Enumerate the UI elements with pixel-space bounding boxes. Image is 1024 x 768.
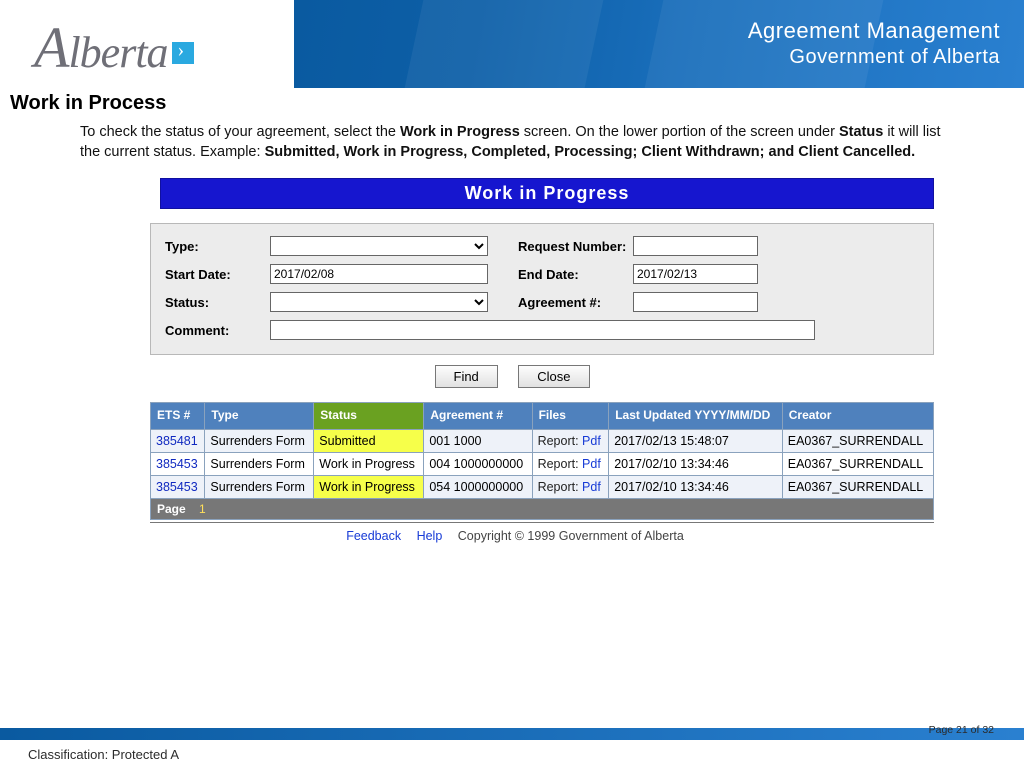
cell-ets: 385453 [151, 452, 205, 475]
cell-creator: EA0367_SURRENDALL [782, 452, 933, 475]
col-ets[interactable]: ETS # [151, 403, 205, 430]
cell-ets: 385453 [151, 475, 205, 498]
find-button[interactable]: Find [435, 365, 498, 388]
filter-panel: Type: Request Number: Start Date: End Da… [150, 223, 934, 355]
pagination-strip: Page 1 [150, 499, 934, 520]
cell-type: Surrenders Form [205, 452, 314, 475]
bottom-accent-band [0, 728, 1024, 740]
button-row: Find Close [0, 365, 1024, 388]
feedback-link[interactable]: Feedback [346, 529, 401, 543]
table-row: 385453 Surrenders FormWork in Progress004… [151, 452, 934, 475]
end-date-input[interactable] [633, 264, 758, 284]
comment-input[interactable] [270, 320, 815, 340]
label-end-date: End Date: [488, 267, 633, 282]
intro-paragraph: To check the status of your agreement, s… [0, 121, 1024, 172]
agreement-number-input[interactable] [633, 292, 758, 312]
label-comment: Comment: [165, 323, 270, 338]
copyright-text: Copyright © 1999 Government of Alberta [458, 529, 684, 543]
chevron-right-icon [172, 42, 194, 64]
header-banner: Alberta Agreement Management Government … [0, 0, 1024, 88]
cell-agreement: 001 1000 [424, 429, 532, 452]
results-table: ETS # Type Status Agreement # Files Last… [150, 402, 934, 499]
label-request-number: Request Number: [488, 239, 633, 254]
alberta-logo: Alberta [34, 14, 194, 81]
banner-title-line1: Agreement Management [748, 18, 1000, 44]
cell-type: Surrenders Form [205, 429, 314, 452]
cell-ets: 385481 [151, 429, 205, 452]
col-updated[interactable]: Last Updated YYYY/MM/DD [609, 403, 783, 430]
label-type: Type: [165, 239, 270, 254]
divider-line [150, 522, 934, 523]
col-agreement[interactable]: Agreement # [424, 403, 532, 430]
pdf-link[interactable]: Pdf [582, 480, 601, 494]
page-number[interactable]: 1 [199, 502, 206, 516]
footer-links: Feedback Help Copyright © 1999 Governmen… [0, 529, 1024, 543]
cell-updated: 2017/02/10 13:34:46 [609, 452, 783, 475]
cell-type: Surrenders Form [205, 475, 314, 498]
pdf-link[interactable]: Pdf [582, 434, 601, 448]
ets-link[interactable]: 385481 [156, 434, 198, 448]
classification-label: Classification: Protected A [28, 747, 179, 762]
section-title: Work in Process [0, 88, 1024, 121]
status-select[interactable] [270, 292, 488, 312]
label-agreement-number: Agreement #: [488, 295, 633, 310]
cell-files: Report: Pdf [532, 429, 609, 452]
ets-link[interactable]: 385453 [156, 457, 198, 471]
pdf-link[interactable]: Pdf [582, 457, 601, 471]
col-status[interactable]: Status [314, 403, 424, 430]
col-creator[interactable]: Creator [782, 403, 933, 430]
cell-updated: 2017/02/10 13:34:46 [609, 475, 783, 498]
help-link[interactable]: Help [417, 529, 443, 543]
cell-status: Work in Progress [314, 452, 424, 475]
banner-title: Agreement Management Government of Alber… [748, 18, 1000, 69]
label-status: Status: [165, 295, 270, 310]
cell-creator: EA0367_SURRENDALL [782, 429, 933, 452]
cell-agreement: 004 1000000000 [424, 452, 532, 475]
cell-status: Work in Progress [314, 475, 424, 498]
table-row: 385481 Surrenders FormSubmitted001 1000Re… [151, 429, 934, 452]
banner-title-line2: Government of Alberta [748, 46, 1000, 69]
cell-files: Report: Pdf [532, 452, 609, 475]
close-button[interactable]: Close [518, 365, 589, 388]
request-number-input[interactable] [633, 236, 758, 256]
label-start-date: Start Date: [165, 267, 270, 282]
ets-link[interactable]: 385453 [156, 480, 198, 494]
table-row: 385453 Surrenders FormWork in Progress054… [151, 475, 934, 498]
page-label: Page [157, 502, 186, 516]
work-in-progress-header: Work in Progress [160, 178, 934, 209]
cell-updated: 2017/02/13 15:48:07 [609, 429, 783, 452]
cell-creator: EA0367_SURRENDALL [782, 475, 933, 498]
cell-files: Report: Pdf [532, 475, 609, 498]
col-type[interactable]: Type [205, 403, 314, 430]
type-select[interactable] [270, 236, 488, 256]
col-files[interactable]: Files [532, 403, 609, 430]
cell-agreement: 054 1000000000 [424, 475, 532, 498]
start-date-input[interactable] [270, 264, 488, 284]
cell-status: Submitted [314, 429, 424, 452]
page-count: Page 21 of 32 [929, 724, 994, 736]
